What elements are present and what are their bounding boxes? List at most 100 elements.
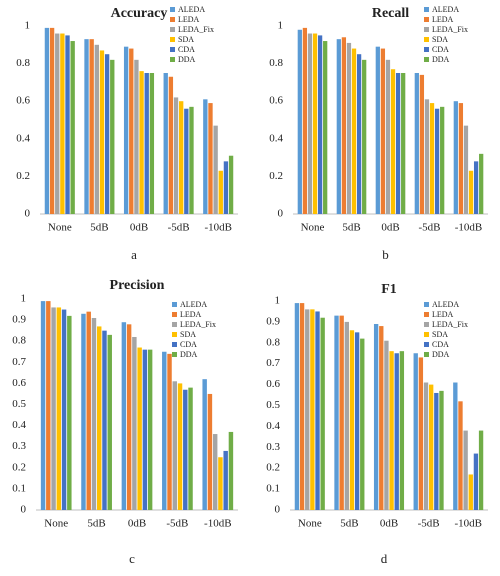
bar bbox=[61, 309, 67, 510]
x-tick-label: 0dB bbox=[128, 518, 146, 530]
x-tick-label: -10dB bbox=[204, 518, 232, 530]
bar bbox=[40, 301, 46, 510]
legend-label: LEDA bbox=[432, 310, 454, 319]
bar bbox=[429, 384, 434, 510]
x-tick-label: -10dB bbox=[204, 222, 232, 234]
bar bbox=[463, 430, 468, 510]
bar bbox=[389, 351, 394, 510]
bar bbox=[91, 317, 97, 510]
legend-label: ALEDA bbox=[178, 5, 205, 14]
bar bbox=[218, 457, 223, 510]
chart-title: Precision bbox=[110, 278, 165, 293]
y-tick-label: 0.4 bbox=[16, 132, 30, 144]
bar bbox=[346, 42, 352, 214]
x-tick-label: 0dB bbox=[130, 222, 148, 234]
legend-swatch bbox=[172, 332, 177, 337]
legend-label: CDA bbox=[180, 340, 197, 349]
bar bbox=[168, 76, 174, 214]
legend-swatch bbox=[424, 302, 429, 307]
bar bbox=[173, 97, 179, 214]
bar bbox=[55, 33, 60, 214]
bar bbox=[323, 41, 328, 214]
bar bbox=[453, 101, 458, 214]
legend-swatch bbox=[170, 17, 175, 22]
y-tick-label: 1 bbox=[25, 20, 31, 32]
bar bbox=[218, 170, 223, 214]
bar bbox=[142, 349, 148, 510]
legend-swatch bbox=[170, 57, 175, 62]
chart-title: Recall bbox=[372, 6, 409, 21]
bar bbox=[110, 59, 115, 215]
bar bbox=[414, 73, 419, 214]
chart-title: Accuracy bbox=[111, 6, 168, 21]
legend-label: LEDA_Fix bbox=[180, 320, 216, 329]
bar bbox=[473, 161, 479, 214]
legend-label: DDA bbox=[432, 350, 450, 359]
y-tick-label: 0.1 bbox=[266, 483, 280, 495]
bar bbox=[362, 59, 367, 215]
x-tick-label: -10dB bbox=[454, 518, 482, 530]
bar bbox=[375, 46, 380, 215]
bar bbox=[394, 353, 399, 510]
legend-label: LEDA bbox=[432, 15, 454, 24]
legend-swatch bbox=[172, 352, 177, 357]
legend-label: DDA bbox=[432, 55, 450, 64]
x-tick-label: -5dB bbox=[168, 222, 190, 234]
bar bbox=[458, 401, 463, 510]
bar bbox=[121, 322, 127, 510]
legend-label: ALEDA bbox=[432, 5, 459, 14]
y-tick-label: 0.6 bbox=[16, 95, 30, 107]
legend-label: CDA bbox=[178, 45, 195, 54]
bar bbox=[228, 431, 234, 510]
bar bbox=[84, 39, 89, 214]
x-tick-label: 0dB bbox=[380, 518, 398, 530]
bar bbox=[137, 347, 142, 510]
bar bbox=[384, 340, 389, 510]
legend-label: SDA bbox=[178, 35, 194, 44]
legend-swatch bbox=[424, 17, 429, 22]
legend-label: LEDA_Fix bbox=[432, 320, 468, 329]
y-tick-label: 0.4 bbox=[266, 420, 280, 432]
legend-label: LEDA bbox=[178, 15, 200, 24]
bar bbox=[163, 73, 168, 214]
caption: b bbox=[382, 247, 389, 262]
x-tick-label: 5dB bbox=[87, 518, 105, 530]
bar bbox=[223, 450, 228, 510]
y-tick-label: 0.2 bbox=[269, 170, 283, 182]
bar bbox=[440, 106, 445, 214]
bar bbox=[339, 315, 344, 510]
legend-label: ALEDA bbox=[180, 300, 207, 309]
bar bbox=[167, 353, 172, 510]
bar bbox=[439, 390, 444, 510]
bar bbox=[341, 37, 347, 214]
bar bbox=[344, 321, 349, 510]
y-tick-label: 0 bbox=[25, 208, 31, 220]
y-tick-label: 0.6 bbox=[269, 95, 283, 107]
bar bbox=[401, 73, 406, 214]
bar bbox=[213, 125, 218, 214]
bar bbox=[334, 315, 339, 510]
bar bbox=[453, 382, 458, 510]
y-tick-label: 0.6 bbox=[266, 378, 280, 390]
chart-title: F1 bbox=[381, 282, 397, 297]
bar bbox=[223, 161, 229, 214]
legend-label: SDA bbox=[180, 330, 196, 339]
bar bbox=[399, 351, 405, 510]
y-tick-label: 0 bbox=[275, 504, 281, 516]
bar bbox=[307, 33, 313, 214]
bar bbox=[354, 332, 360, 510]
y-tick-label: 0.2 bbox=[16, 170, 30, 182]
bar bbox=[81, 313, 86, 510]
bar bbox=[463, 125, 469, 214]
bar bbox=[395, 73, 401, 214]
caption: a bbox=[131, 247, 137, 262]
bar bbox=[129, 48, 134, 215]
bar bbox=[360, 338, 365, 510]
legend-swatch bbox=[172, 312, 177, 317]
bar bbox=[97, 326, 102, 510]
